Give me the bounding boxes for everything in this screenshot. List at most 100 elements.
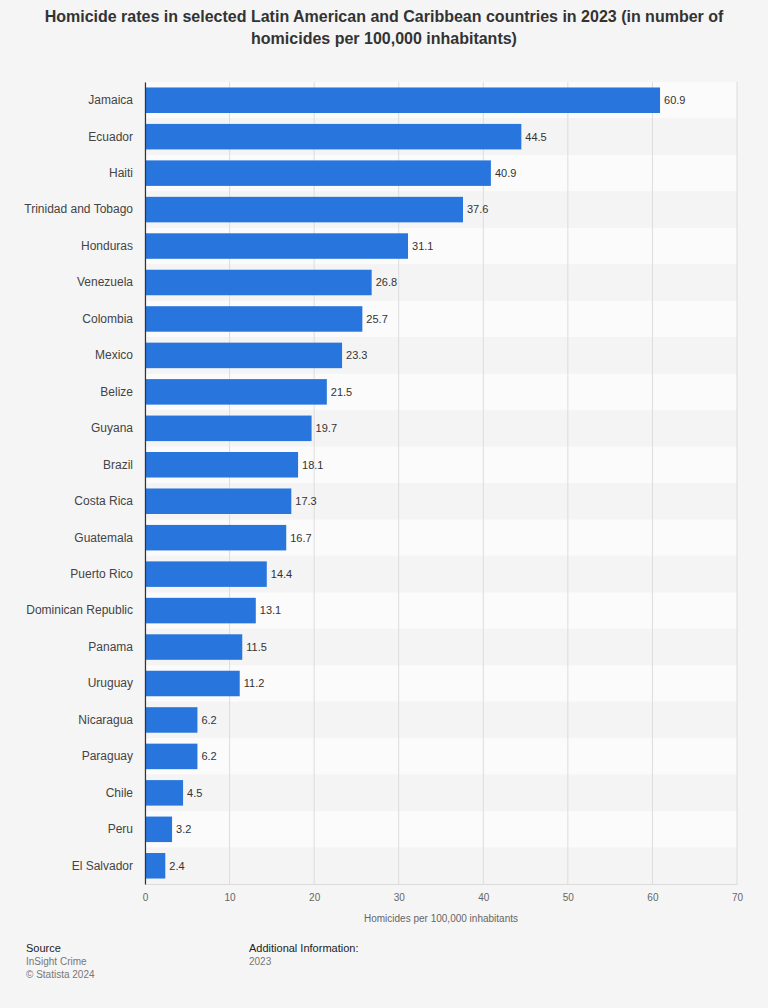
y-tick: Colombia — [82, 312, 145, 326]
x-tick: 70 — [732, 884, 744, 903]
y-tick-label: Jamaica — [88, 93, 133, 107]
x-axis: 010203040506070 — [143, 884, 744, 903]
footer-text: InSight Crime — [26, 956, 87, 967]
data-label: 11.5 — [246, 641, 267, 653]
bar — [145, 416, 312, 442]
y-tick-label: Chile — [106, 786, 134, 800]
title: Homicide rates in selected Latin America… — [45, 8, 724, 47]
y-tick-label: Peru — [108, 822, 133, 836]
y-tick-label: Guatemala — [74, 531, 133, 545]
data-label: 16.7 — [290, 532, 311, 544]
bar — [145, 379, 327, 405]
y-tick: Puerto Rico — [70, 567, 145, 581]
y-tick: Paraguay — [82, 749, 145, 763]
data-label: 44.5 — [525, 131, 546, 143]
x-tick-label: 70 — [732, 892, 744, 903]
x-tick-label: 40 — [478, 892, 490, 903]
y-tick-label: Costa Rica — [74, 494, 133, 508]
row-stripe — [145, 702, 737, 738]
grid-line — [737, 82, 738, 884]
y-tick: Peru — [108, 822, 145, 836]
y-tick: Chile — [106, 786, 145, 800]
row-stripe — [145, 556, 737, 592]
x-tick: 40 — [478, 884, 490, 903]
y-tick-label: Honduras — [81, 239, 133, 253]
data-label: 37.6 — [467, 203, 488, 215]
bar — [145, 270, 372, 296]
y-tick-label: Uruguay — [88, 676, 133, 690]
data-label: 13.1 — [260, 604, 281, 616]
bar — [145, 488, 291, 514]
y-tick: Venezuela — [77, 275, 145, 289]
y-tick-label: Dominican Republic — [26, 603, 133, 617]
grid-line — [652, 82, 653, 884]
x-tick-label: 60 — [647, 892, 659, 903]
row-stripe — [145, 775, 737, 811]
y-tick-label: Haiti — [109, 166, 133, 180]
y-tick: Haiti — [109, 166, 145, 180]
row-stripes — [145, 82, 737, 884]
row-stripe — [145, 848, 737, 884]
y-tick-label: Trinidad and Tobago — [24, 202, 133, 216]
data-labels: 60.944.540.937.631.126.825.723.321.519.7… — [169, 94, 685, 872]
grid-line — [483, 82, 484, 884]
y-tick: Trinidad and Tobago — [24, 202, 145, 216]
row-stripe — [145, 410, 737, 446]
bar — [145, 598, 256, 624]
footer-text: © Statista 2024 — [26, 969, 95, 980]
x-tick-label: 30 — [394, 892, 406, 903]
data-label: 6.2 — [201, 714, 216, 726]
footer-text: Source — [26, 942, 61, 954]
data-label: 17.3 — [295, 495, 316, 507]
data-label: 40.9 — [495, 167, 516, 179]
y-tick: Dominican Republic — [26, 603, 145, 617]
bar — [145, 160, 491, 186]
data-label: 3.2 — [176, 823, 191, 835]
x-tick: 0 — [143, 884, 149, 903]
row-stripe — [145, 629, 737, 665]
data-label: 60.9 — [664, 94, 685, 106]
x-tick: 50 — [563, 884, 575, 903]
bar — [145, 452, 298, 478]
bar — [145, 306, 362, 332]
y-tick: Honduras — [81, 239, 145, 253]
bar — [145, 197, 463, 223]
bar — [145, 780, 183, 806]
x-tick-label: 0 — [143, 892, 149, 903]
data-label: 21.5 — [331, 386, 352, 398]
y-tick: Guyana — [91, 421, 145, 435]
footer-text: 2023 — [249, 956, 272, 967]
y-tick-label: El Salvador — [72, 859, 133, 873]
row-stripe — [145, 82, 737, 118]
data-label: 25.7 — [366, 313, 387, 325]
row-stripe — [145, 592, 737, 628]
y-tick-label: Nicaragua — [78, 713, 133, 727]
data-label: 6.2 — [201, 750, 216, 762]
y-axis-line — [145, 83, 146, 885]
y-tick-label: Colombia — [82, 312, 133, 326]
bar — [145, 124, 521, 150]
bar — [145, 561, 267, 587]
x-axis-title: Homicides per 100,000 inhabitants — [364, 913, 518, 924]
y-tick-label: Mexico — [95, 348, 133, 362]
y-tick: Guatemala — [74, 531, 145, 545]
row-stripe — [145, 118, 737, 154]
bar — [145, 233, 408, 259]
bar — [145, 707, 197, 733]
bar — [145, 343, 342, 369]
x-axis-line — [146, 884, 738, 885]
bar — [145, 853, 165, 879]
x-tick: 10 — [225, 884, 237, 903]
data-label: 26.8 — [376, 276, 397, 288]
grid-line — [145, 82, 146, 884]
bar — [145, 671, 240, 697]
y-tick-label: Brazil — [103, 458, 133, 472]
row-stripe — [145, 301, 737, 337]
bar — [145, 87, 660, 113]
background — [0, 0, 768, 1008]
y-tick-label: Ecuador — [88, 130, 133, 144]
row-stripe — [145, 191, 737, 227]
y-tick-label: Belize — [100, 385, 133, 399]
row-stripe — [145, 264, 737, 300]
bar — [145, 525, 286, 551]
